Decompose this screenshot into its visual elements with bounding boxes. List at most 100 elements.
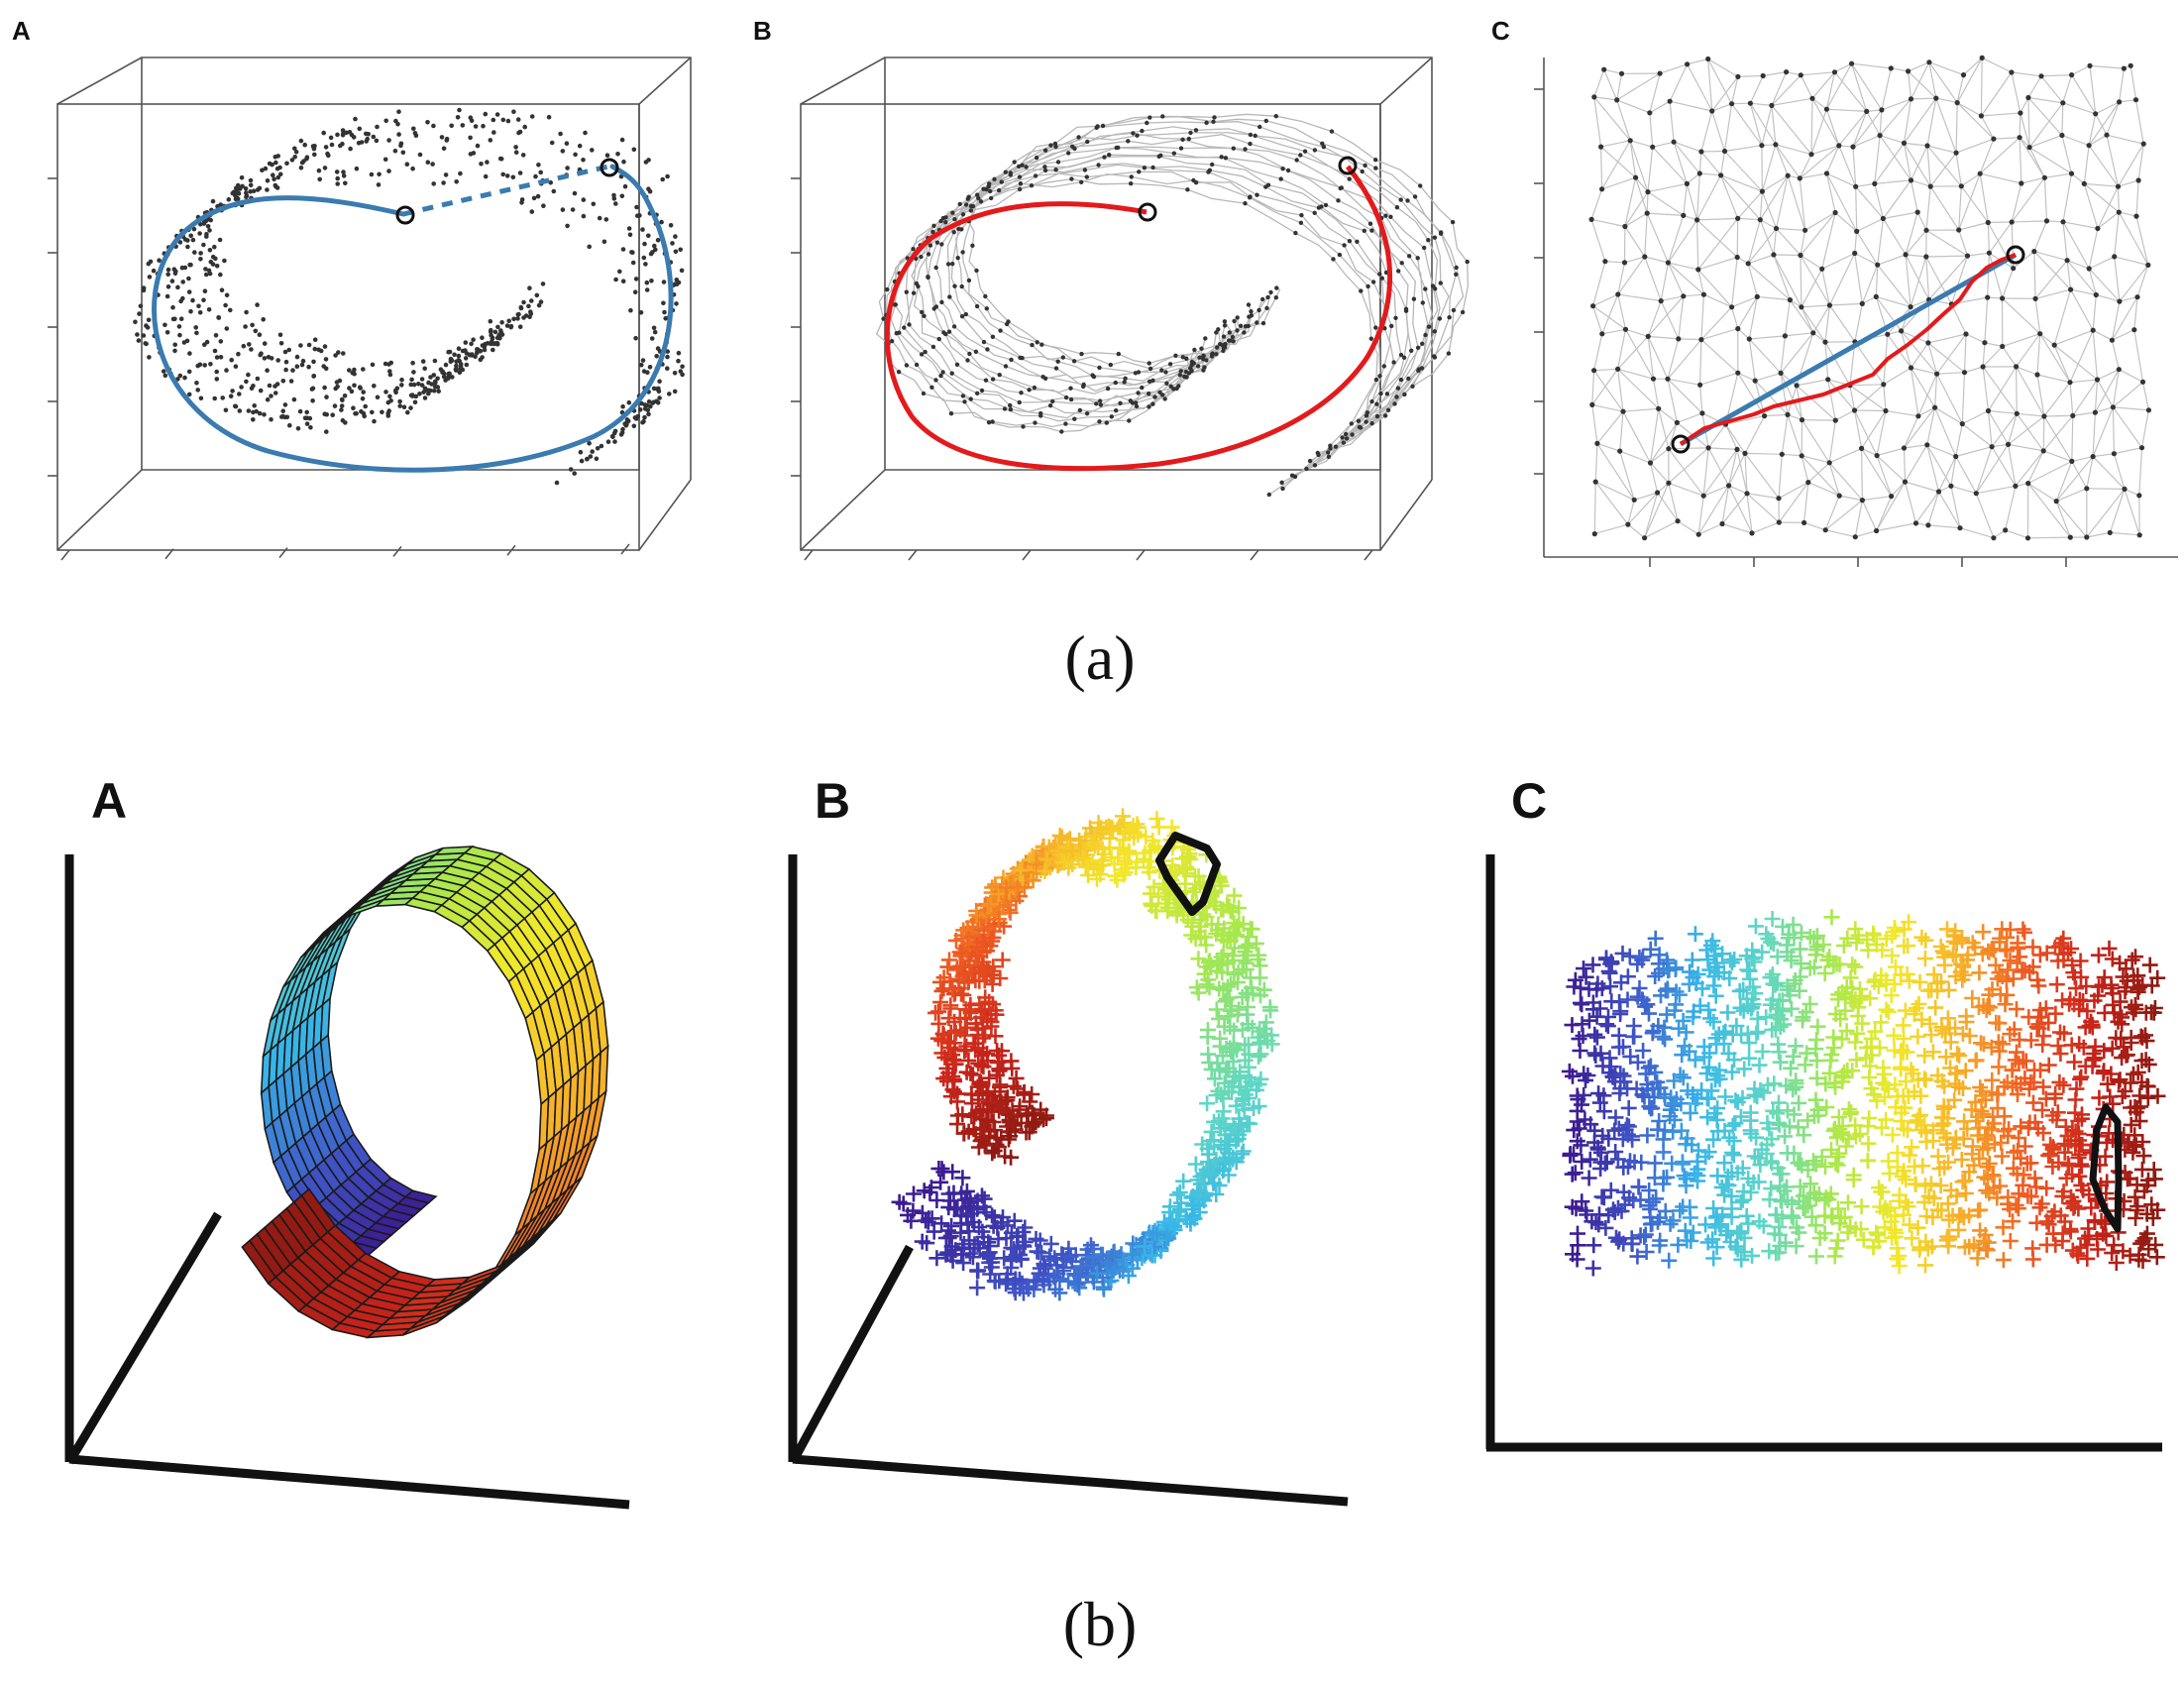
graph-node	[1307, 458, 1313, 464]
graph-node	[929, 385, 934, 390]
data-point	[999, 1092, 1016, 1108]
data-point	[1686, 1003, 1702, 1020]
data-point	[316, 168, 322, 173]
graph-edge	[1828, 420, 1836, 463]
graph-edge	[1652, 141, 1675, 148]
data-point	[366, 132, 372, 137]
data-point	[372, 384, 377, 389]
graph-node	[941, 330, 946, 335]
data-point	[644, 287, 650, 292]
data-point	[2117, 1083, 2133, 1099]
data-point	[587, 441, 592, 446]
data-point	[2090, 1241, 2106, 1258]
graph-edge	[1984, 297, 1989, 343]
graph-edge	[1616, 99, 1651, 114]
data-point	[564, 141, 570, 146]
graph-node	[1666, 480, 1672, 486]
data-point	[946, 984, 963, 1001]
data-point	[960, 1052, 977, 1069]
graph-node	[1122, 380, 1127, 385]
data-point	[639, 362, 644, 368]
data-point	[1075, 850, 1092, 867]
tick-mark	[1364, 549, 1373, 561]
graph-node	[2017, 135, 2022, 141]
graph-edge	[1988, 221, 2013, 224]
graph-node	[1162, 396, 1167, 401]
data-point	[1243, 1073, 1259, 1090]
graph-node	[1293, 230, 1298, 236]
data-point	[383, 390, 388, 394]
data-point	[197, 231, 202, 236]
graph-edge	[2088, 228, 2099, 270]
graph-edge	[1925, 229, 1968, 257]
graph-node	[1899, 328, 1905, 334]
data-point	[172, 348, 177, 354]
data-point	[928, 1192, 945, 1208]
graph-node	[1615, 366, 1621, 372]
data-point	[647, 365, 653, 370]
data-point	[273, 160, 278, 166]
graph-edge	[1700, 306, 1733, 341]
graph-node	[1150, 401, 1155, 406]
graph-edge	[1787, 414, 1802, 456]
graph-node	[1008, 172, 1013, 177]
graph-edge	[2053, 288, 2072, 346]
graph-node	[2040, 448, 2046, 454]
data-point	[1644, 1099, 1661, 1116]
graph-node	[1908, 177, 1914, 183]
graph-edge	[1683, 293, 1704, 297]
data-point	[1657, 1031, 1674, 1048]
graph-edge	[1591, 370, 1595, 405]
graph-node	[1749, 530, 1755, 536]
graph-edge	[2015, 450, 2044, 487]
data-point	[1873, 1014, 1890, 1031]
graph-edge	[1861, 448, 1863, 501]
data-point	[1734, 1160, 1751, 1177]
graph-edge	[1737, 217, 1761, 221]
graph-node	[1195, 364, 1201, 369]
graph-node	[1989, 444, 1995, 450]
data-point	[304, 409, 310, 415]
data-point	[435, 376, 440, 382]
data-point	[335, 384, 340, 390]
graph-edge	[1667, 378, 1700, 386]
data-point	[970, 1027, 987, 1043]
graph-edge	[2118, 211, 2149, 266]
data-point	[1978, 1183, 1995, 1198]
data-point	[535, 193, 541, 199]
graph-node	[1182, 374, 1187, 380]
data-point	[424, 388, 429, 393]
data-point	[1676, 1168, 1693, 1184]
graph-node	[1958, 183, 1964, 189]
data-point	[1944, 947, 1961, 963]
graph-edge	[1773, 254, 1791, 300]
graph-edge	[2095, 113, 2108, 136]
data-point	[1802, 996, 1818, 1012]
data-point	[961, 957, 978, 973]
data-point	[933, 1161, 950, 1178]
data-point	[410, 166, 415, 171]
data-point	[1213, 901, 1230, 918]
data-point	[2072, 1239, 2089, 1256]
data-point	[531, 195, 537, 201]
graph-node	[919, 254, 924, 260]
graph-node	[1147, 379, 1152, 384]
data-point	[178, 316, 184, 322]
graph-edge	[1776, 227, 1805, 231]
data-point	[212, 244, 217, 250]
data-point	[392, 149, 398, 154]
data-point	[961, 936, 978, 953]
data-point	[339, 407, 344, 412]
graph-node	[1294, 158, 1299, 163]
graph-edge	[1771, 97, 1813, 106]
data-point	[626, 399, 632, 405]
panel-a-B-end-marker	[1338, 156, 1358, 175]
data-point	[971, 1075, 988, 1092]
data-point	[1834, 1031, 1850, 1048]
graph-edge	[2119, 68, 2125, 102]
data-point	[2124, 999, 2139, 1016]
graph-node	[1072, 416, 1077, 421]
data-point	[979, 960, 995, 977]
graph-edge	[1668, 448, 1704, 497]
data-point	[336, 350, 341, 355]
